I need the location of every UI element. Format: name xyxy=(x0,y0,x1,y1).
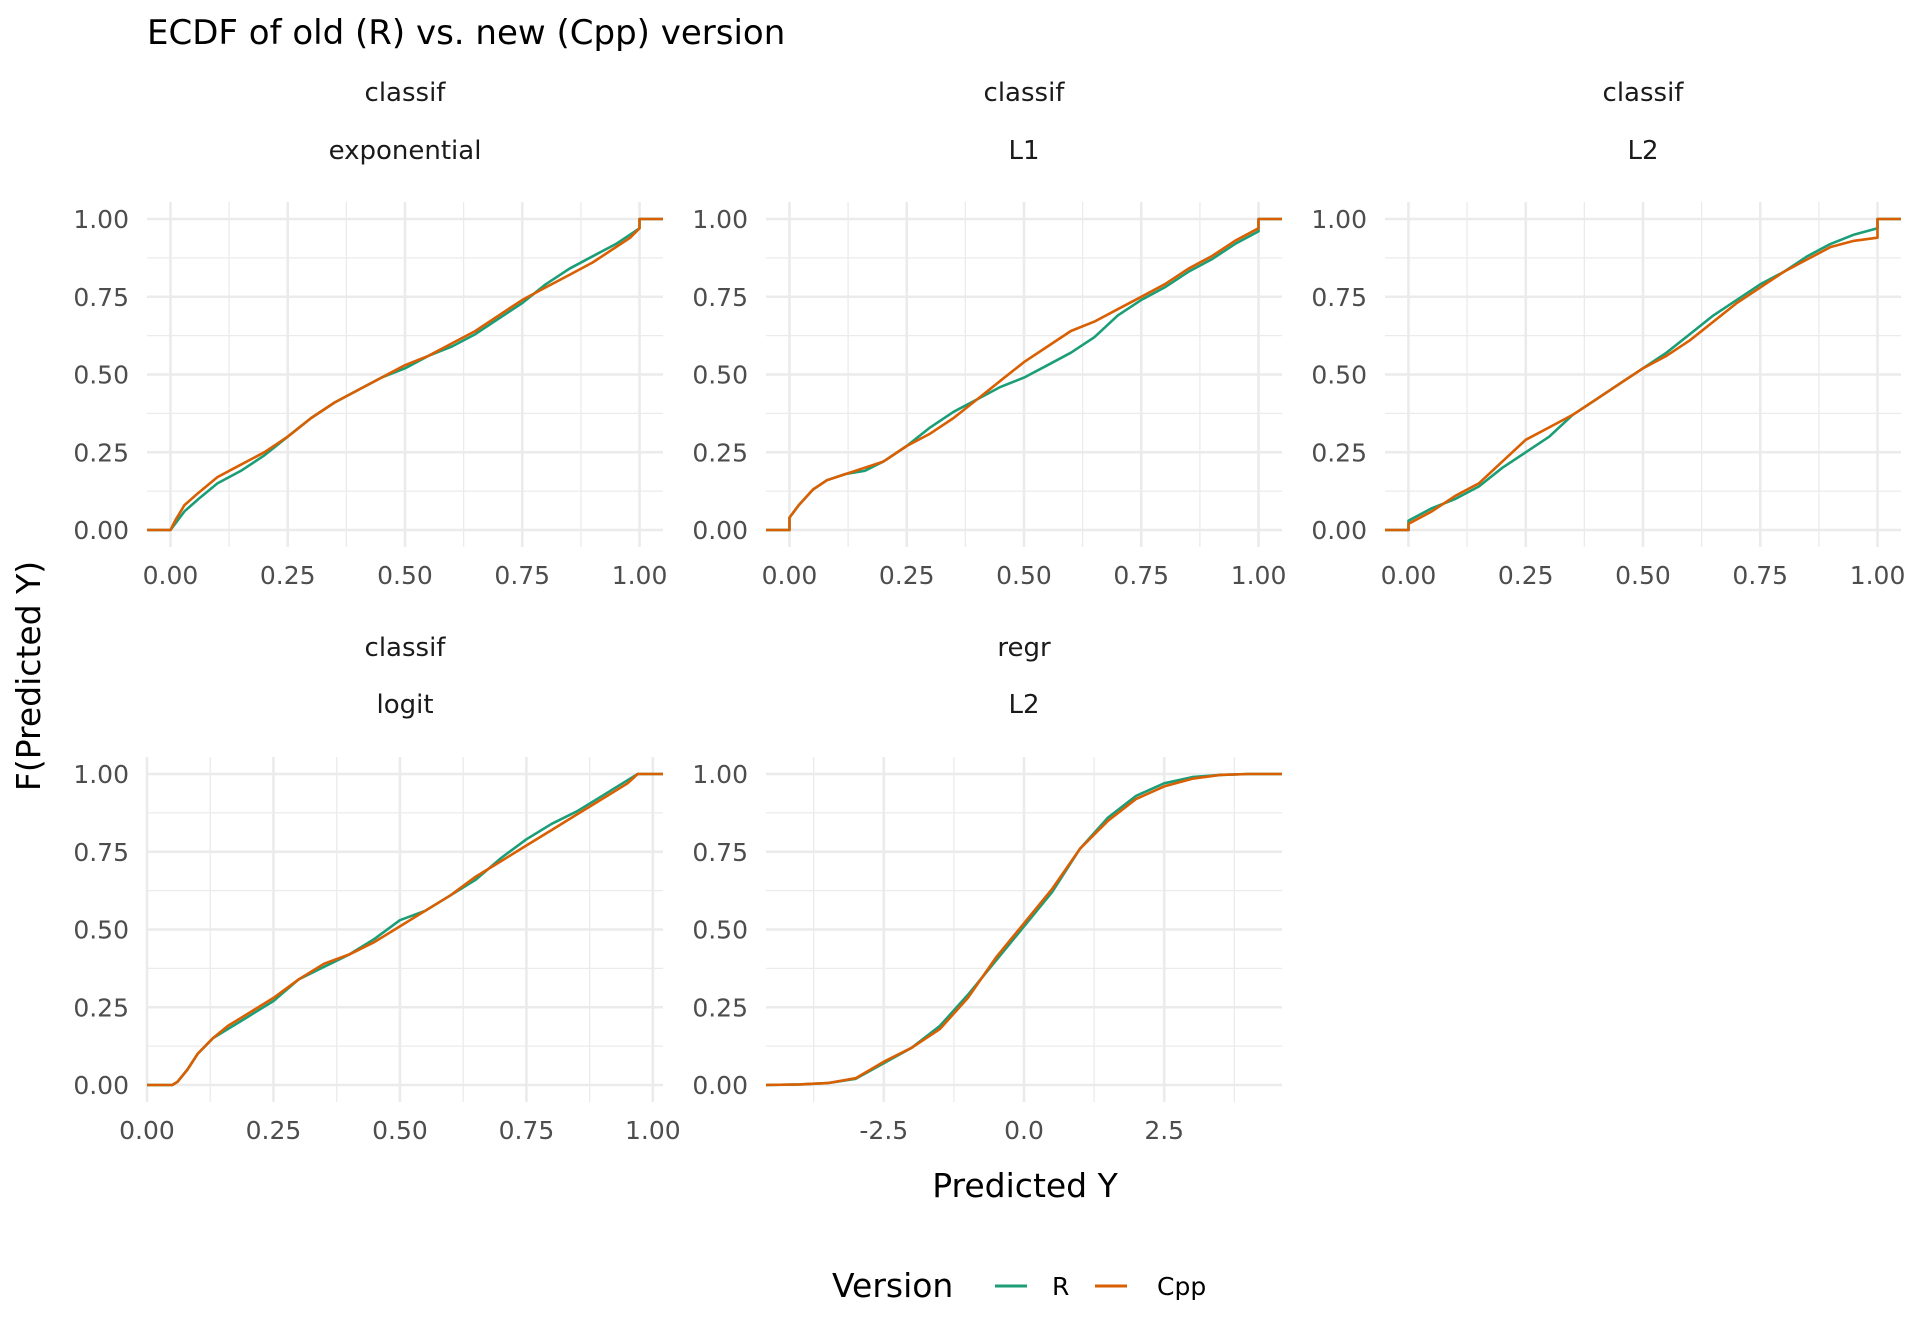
ecdf-line-cpp xyxy=(765,772,1282,1087)
y-tick-label: 0.75 xyxy=(692,838,748,867)
x-tick-label: 0.50 xyxy=(1615,561,1671,590)
y-tick-label: 0.25 xyxy=(1311,438,1367,467)
x-tick-label: 0.0 xyxy=(1004,1116,1044,1145)
y-tick-label: 0.75 xyxy=(692,283,748,312)
x-tick-label: 0.50 xyxy=(996,561,1052,590)
x-tick-label: 0.25 xyxy=(879,561,935,590)
facet-strip-label-1: regr xyxy=(997,633,1051,663)
facet-strip-label-1: classif xyxy=(365,633,447,663)
y-tick-label: 1.00 xyxy=(1311,205,1367,234)
x-tick-label: 1.00 xyxy=(1850,561,1906,590)
ecdf-line-cpp xyxy=(766,217,1282,532)
facet-panels: 0.00 0.25 0.50 0.75 1.00 0.00 0.25 0.50 0.75 1.00… xyxy=(73,78,1905,1145)
y-tick-label: 0.25 xyxy=(692,438,748,467)
x-tick-label: 0.25 xyxy=(246,1116,302,1145)
x-tick-label: 2.5 xyxy=(1144,1116,1184,1145)
facet-panel-classif-l2: 0.00 0.25 0.50 0.75 1.00 0.00 0.25 0.50 0.75 1.00… xyxy=(1311,78,1905,590)
x-tick-label: 0.00 xyxy=(143,561,199,590)
facet-strip-label-2: L2 xyxy=(1008,690,1039,720)
facet-strip-label-2: L1 xyxy=(1008,136,1039,166)
y-tick-label: 0.00 xyxy=(692,1071,748,1100)
ecdf-line-cpp xyxy=(147,217,663,532)
y-tick-label: 0.75 xyxy=(73,283,129,312)
x-tick-label: 0.50 xyxy=(377,561,433,590)
x-tick-label: 0.75 xyxy=(1113,561,1169,590)
y-tick-label: 0.75 xyxy=(1311,283,1367,312)
facet-strip-label-2: logit xyxy=(376,690,433,720)
y-tick-label: 0.00 xyxy=(73,1071,129,1100)
y-tick-label: 0.50 xyxy=(692,361,748,390)
y-tick-label: 0.50 xyxy=(1311,361,1367,390)
x-tick-label: 0.75 xyxy=(499,1116,555,1145)
ecdf-line-cpp xyxy=(1385,217,1901,532)
legend: Version R Cpp xyxy=(832,1266,1206,1305)
legend-label-r: R xyxy=(1052,1272,1069,1301)
facet-strip-label-1: classif xyxy=(1603,78,1685,108)
y-tick-label: 1.00 xyxy=(73,760,129,789)
y-axis-title: F(Predicted Y) xyxy=(9,561,48,791)
x-axis-title: Predicted Y xyxy=(932,1166,1118,1205)
ecdf-line-cpp xyxy=(147,772,663,1087)
facet-strip-label-1: classif xyxy=(365,78,447,108)
x-tick-label: 0.25 xyxy=(260,561,316,590)
y-tick-label: 1.00 xyxy=(692,205,748,234)
y-tick-label: 0.00 xyxy=(1311,516,1367,545)
legend-label-cpp: Cpp xyxy=(1157,1272,1206,1301)
facet-strip-label-2: L2 xyxy=(1627,136,1658,166)
y-tick-label: 0.00 xyxy=(692,516,748,545)
facet-panel-regr-l2: -2.5 0.0 2.5 0.00 0.25 0.50 0.75 1.00 regr L2 xyxy=(692,633,1282,1145)
chart-title: ECDF of old (R) vs. new (Cpp) version xyxy=(147,13,785,53)
x-tick-label: 0.00 xyxy=(1381,561,1437,590)
legend-title: Version xyxy=(832,1266,953,1305)
facet-strip-label-2: exponential xyxy=(329,136,482,166)
x-tick-label: 0.00 xyxy=(762,561,818,590)
x-tick-label: 1.00 xyxy=(625,1116,681,1145)
y-tick-label: 1.00 xyxy=(692,760,748,789)
y-tick-label: 0.50 xyxy=(73,916,129,945)
y-tick-label: 0.50 xyxy=(692,916,748,945)
x-tick-label: 0.75 xyxy=(494,561,550,590)
y-tick-label: 0.00 xyxy=(73,516,129,545)
y-tick-label: 0.25 xyxy=(73,993,129,1022)
x-tick-label: 0.00 xyxy=(119,1116,175,1145)
x-tick-label: 0.50 xyxy=(372,1116,428,1145)
x-tick-label: -2.5 xyxy=(859,1116,908,1145)
x-tick-label: 0.25 xyxy=(1498,561,1554,590)
y-tick-label: 0.50 xyxy=(73,361,129,390)
y-tick-label: 0.25 xyxy=(73,438,129,467)
y-tick-label: 1.00 xyxy=(73,205,129,234)
facet-panel-classif-logit: 0.00 0.25 0.50 0.75 1.00 0.00 0.25 0.50 0.75 1.00… xyxy=(73,633,680,1145)
x-tick-label: 1.00 xyxy=(1231,561,1287,590)
facet-panel-classif-exponential: 0.00 0.25 0.50 0.75 1.00 0.00 0.25 0.50 0.75 1.00… xyxy=(73,78,667,590)
ecdf-line-r xyxy=(147,217,663,532)
y-tick-label: 0.25 xyxy=(692,993,748,1022)
x-tick-label: 1.00 xyxy=(612,561,668,590)
facet-panel-classif-l1: 0.00 0.25 0.50 0.75 1.00 0.00 0.25 0.50 0.75 1.00… xyxy=(692,78,1286,590)
x-tick-label: 0.75 xyxy=(1732,561,1788,590)
facet-strip-label-1: classif xyxy=(984,78,1066,108)
y-tick-label: 0.75 xyxy=(73,838,129,867)
